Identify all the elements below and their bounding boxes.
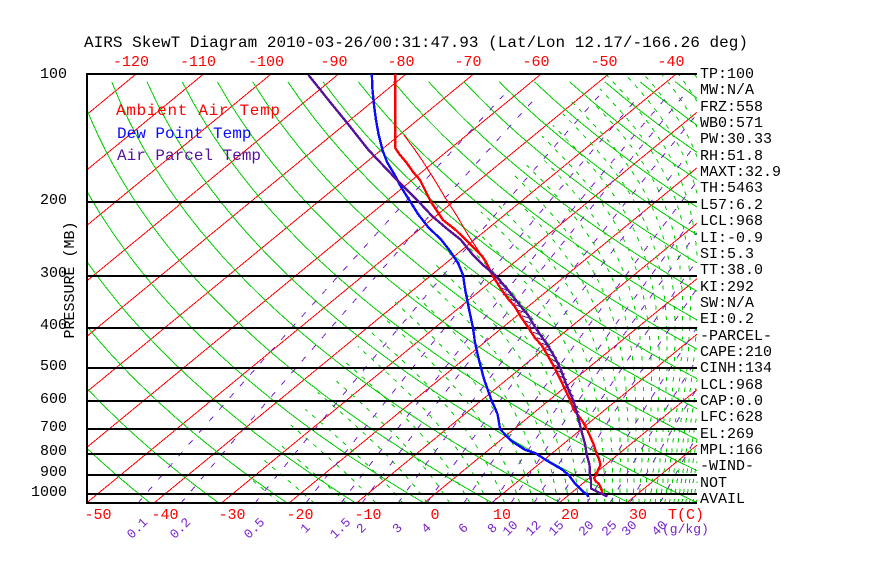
svg-text:1000: 1000 <box>31 484 67 501</box>
svg-text:NOT: NOT <box>700 475 727 492</box>
svg-text:-10: -10 <box>354 507 381 524</box>
svg-text:-20: -20 <box>286 507 313 524</box>
svg-text:600: 600 <box>40 391 67 408</box>
svg-text:Air Parcel Temp: Air Parcel Temp <box>117 147 261 165</box>
svg-text:MPL:166: MPL:166 <box>700 442 763 459</box>
svg-text:LFC:628: LFC:628 <box>700 409 763 426</box>
svg-text:800: 800 <box>40 443 67 460</box>
svg-text:-60: -60 <box>522 54 549 71</box>
svg-text:-70: -70 <box>454 54 481 71</box>
svg-text:CINH:134: CINH:134 <box>700 360 772 377</box>
svg-text:PRESSURE (MB): PRESSURE (MB) <box>62 221 79 338</box>
svg-text:PW:30.33: PW:30.33 <box>700 131 772 148</box>
svg-text:100: 100 <box>40 66 67 83</box>
svg-text:30: 30 <box>629 507 647 524</box>
svg-text:-100: -100 <box>248 54 284 71</box>
svg-text:CAP:0.0: CAP:0.0 <box>700 393 763 410</box>
svg-text:400: 400 <box>40 317 67 334</box>
svg-text:900: 900 <box>40 464 67 481</box>
svg-text:Ambient Air Temp: Ambient Air Temp <box>116 102 280 120</box>
svg-text:-90: -90 <box>320 54 347 71</box>
svg-text:-WIND-: -WIND- <box>700 458 754 475</box>
svg-text:SI:5.3: SI:5.3 <box>700 246 754 263</box>
svg-text:-30: -30 <box>218 507 245 524</box>
svg-text:WB0:571: WB0:571 <box>700 115 763 132</box>
svg-text:(g/kg): (g/kg) <box>662 522 709 537</box>
svg-text:Dew Point Temp: Dew Point Temp <box>117 125 251 143</box>
svg-text:MW:N/A: MW:N/A <box>700 82 754 99</box>
svg-text:LCL:968: LCL:968 <box>700 213 763 230</box>
svg-text:20: 20 <box>561 507 579 524</box>
svg-text:0: 0 <box>430 507 439 524</box>
svg-text:700: 700 <box>40 419 67 436</box>
svg-text:10: 10 <box>493 507 511 524</box>
svg-text:EI:0.2: EI:0.2 <box>700 311 754 328</box>
svg-text:-50: -50 <box>84 507 111 524</box>
svg-text:500: 500 <box>40 358 67 375</box>
svg-text:RH:51.8: RH:51.8 <box>700 148 763 165</box>
svg-text:300: 300 <box>40 265 67 282</box>
svg-text:L57:6.2: L57:6.2 <box>700 197 763 214</box>
svg-text:SW:N/A: SW:N/A <box>700 295 754 312</box>
svg-text:TT:38.0: TT:38.0 <box>700 262 763 279</box>
svg-text:-120: -120 <box>113 54 149 71</box>
svg-text:TP:100: TP:100 <box>700 66 754 83</box>
svg-text:LI:-0.9: LI:-0.9 <box>700 230 763 247</box>
svg-text:-80: -80 <box>387 54 414 71</box>
svg-text:AVAIL: AVAIL <box>700 491 745 508</box>
svg-text:EL:269: EL:269 <box>700 426 754 443</box>
svg-text:-50: -50 <box>590 54 617 71</box>
svg-text:-110: -110 <box>180 54 216 71</box>
svg-text:-40: -40 <box>657 54 684 71</box>
svg-text:CAPE:210: CAPE:210 <box>700 344 772 361</box>
svg-text:TH:5463: TH:5463 <box>700 180 763 197</box>
svg-text:FRZ:558: FRZ:558 <box>700 99 763 116</box>
svg-text:-40: -40 <box>151 507 178 524</box>
svg-text:T(C): T(C) <box>668 507 704 524</box>
svg-text:LCL:968: LCL:968 <box>700 377 763 394</box>
svg-text:200: 200 <box>40 192 67 209</box>
svg-text:AIRS SkewT Diagram 2010-03-26/: AIRS SkewT Diagram 2010-03-26/00:31:47.9… <box>84 34 748 52</box>
svg-text:KI:292: KI:292 <box>700 279 754 296</box>
svg-text:-PARCEL-: -PARCEL- <box>700 328 772 345</box>
svg-text:MAXT:32.9: MAXT:32.9 <box>700 164 781 181</box>
